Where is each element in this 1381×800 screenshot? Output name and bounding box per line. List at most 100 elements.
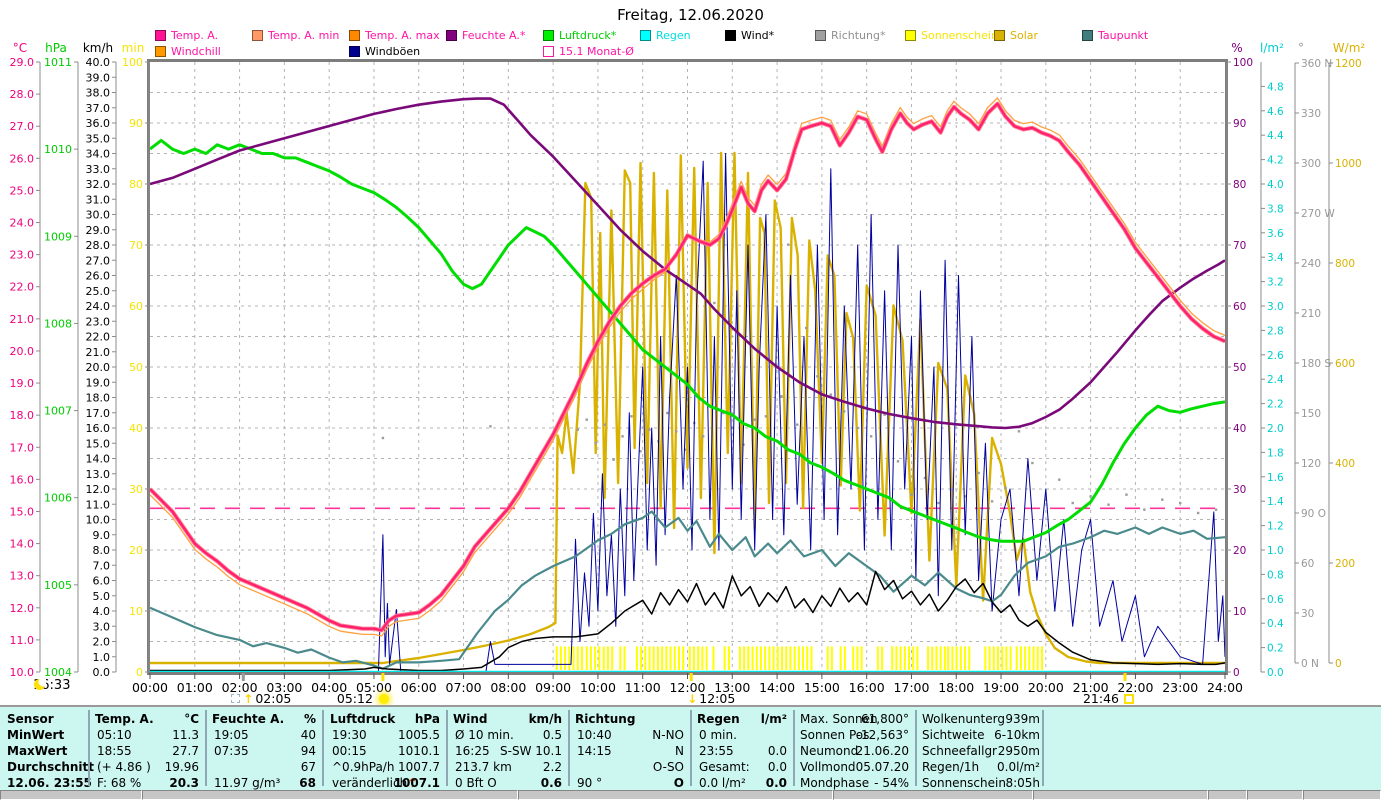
x-axis: 00:00 01:00 02:00 03:00 04:00 05:00 06:00 07:00… <box>132 673 1243 695</box>
axis-tick-label: 3.0 <box>1267 301 1284 313</box>
axis-tick-label: 12.0 <box>86 483 111 496</box>
stat-cell: 0.0 <box>765 776 787 790</box>
axis-tick-label: 0.0 <box>93 666 111 679</box>
axis-tick-label: 6.0 <box>93 575 111 588</box>
stat-cell: N-NO <box>652 728 684 742</box>
axis-tick-label: 0 N <box>1301 658 1319 670</box>
table-divider <box>690 710 692 786</box>
x-tick-label: 10:00 <box>580 680 616 695</box>
stat-cell: 213.7 km <box>455 760 512 774</box>
axis-tick-label: 19.0 <box>86 376 111 389</box>
axis-tick-label: 12.0 <box>10 602 35 615</box>
axis-tick-label: 2.4 <box>1267 374 1284 386</box>
axis-tick-label: 270 W <box>1301 208 1335 220</box>
series-solar <box>150 151 1225 665</box>
stat-cell: 1007.1 <box>393 776 440 790</box>
axis-tick-label: 18.0 <box>86 392 111 405</box>
legend-item-sonnenschein: Sonnenschein <box>905 29 998 42</box>
stat-col-unit: km/h <box>528 712 562 726</box>
stat-row-label: 12.06. 23:55 <box>7 776 92 790</box>
series-windchill <box>149 97 1226 637</box>
stat-cell: 6-10km <box>994 728 1040 742</box>
axis-tick-label: 25.0 <box>86 285 111 298</box>
x-tick-label: 24:00 <box>1207 680 1243 695</box>
stat-cell: 8:05h <box>1005 776 1040 790</box>
axis-tick-label: 22.0 <box>86 331 111 344</box>
stat-col-header: Wind <box>453 712 488 726</box>
axis-tick-label: 26.0 <box>86 270 111 283</box>
moon-icon <box>34 678 46 690</box>
stat-cell: 0 Bft O <box>455 776 497 790</box>
x-tick-label: 13:00 <box>714 680 750 695</box>
stat-cell: -12,563° <box>856 728 909 742</box>
axis-tick-label: 1006 <box>44 492 72 505</box>
axis-tick-label: 31.0 <box>86 193 111 206</box>
legend-item-regen: Regen <box>640 29 691 42</box>
stat-cell: 21.06.20 <box>855 744 909 758</box>
axis-tick-label: 23.0 <box>86 315 111 328</box>
axis-tick-label: 24.0 <box>86 300 111 313</box>
series-richtung <box>381 243 1218 515</box>
axis-tick-label: 34.0 <box>86 148 111 161</box>
legend-swatch-sonnenschein <box>905 30 916 41</box>
axis-tick-label: 1008 <box>44 317 72 330</box>
legend-swatch-temp-a-max <box>349 30 360 41</box>
stat-cell: 23:55 <box>699 744 734 758</box>
x-tick-label: 15:00 <box>804 680 840 695</box>
stat-cell: 90 ° <box>577 776 603 790</box>
legend-swatch-windchill <box>155 46 166 57</box>
axis-unit-label: l/m² <box>1260 41 1284 55</box>
axis-tick-label: 24.0 <box>10 217 35 230</box>
stat-cell: Gesamt: <box>699 760 750 774</box>
axis-tick-label: 7.0 <box>93 559 111 572</box>
legend-label: Windböen <box>365 45 421 58</box>
axis-tick-label: 2.8 <box>1267 325 1284 337</box>
axis-tick-label: 0.8 <box>1267 569 1284 581</box>
stat-cell: 2.2 <box>542 760 562 774</box>
legend-item-temp-a: Temp. A. <box>155 29 218 42</box>
axis-tick-label: 400 <box>1335 458 1355 470</box>
axis-hpa: hPa 1004 1005 1006 1007 1008 1009 1010 1011 <box>44 41 79 679</box>
legend-swatch-luftdruck <box>543 30 554 41</box>
axis-min: min 0 10 20 30 40 50 60 70 80 90 100 <box>122 41 150 679</box>
axis-tick-label: 90 <box>129 117 143 130</box>
legend-item-solar: Solar <box>994 29 1038 42</box>
up-arrow-icon: ↑ <box>243 691 254 706</box>
axis-tick-label: 27.0 <box>10 120 35 133</box>
sun-icon <box>378 693 389 704</box>
axis-tick-label: 4.2 <box>1267 155 1284 167</box>
x-tick-label: 07:00 <box>446 680 482 695</box>
stat-cell: Regen/1h <box>922 760 980 774</box>
axis-tick-label: 3.6 <box>1267 228 1284 240</box>
axis-unit-label: % <box>1231 41 1242 55</box>
axis-unit-label: km/h <box>83 41 113 55</box>
astro-time-label: 21:46 <box>1082 691 1119 706</box>
x-tick-label: 11:00 <box>625 680 661 695</box>
axis-tick-label: 5.0 <box>93 590 111 603</box>
legend-swatch-temp-a-min <box>252 30 263 41</box>
series-windboeen <box>150 153 1226 673</box>
moon-symbol-icon <box>231 694 241 703</box>
stats-panel: Sensor MinWert MaxWert Durchschnitt 12.06. 2… <box>0 705 1381 790</box>
stat-cell: Sonnen Pos <box>800 728 870 742</box>
axis-tick-label: 28.0 <box>86 239 111 252</box>
stat-cell: - 54% <box>874 776 909 790</box>
astro-marker-0512: 05:12 <box>337 691 389 706</box>
axis-tick-label: 70 <box>129 239 143 252</box>
axis-tick-label: 15.0 <box>86 437 111 450</box>
axis-tick-label: 9.0 <box>93 529 111 542</box>
x-tick-label: 08:00 <box>490 680 526 695</box>
down-arrow-icon: ↓ <box>687 691 698 706</box>
legend-swatch-15-1-monat <box>543 46 554 57</box>
stat-cell: O-SO <box>652 760 684 774</box>
moon-time-marker: 16:33 <box>33 678 70 693</box>
axis-km-h: km/h 0.0 1.0 2.0 3.0 4.0 5.0 6.0 7.0 8.0 9.0 10.0 11… <box>83 41 117 679</box>
stat-row-label: Durchschnitt <box>7 760 95 774</box>
status-bar-segment-2 <box>518 790 833 800</box>
stat-cell: 0.5 <box>542 728 562 742</box>
status-bar-segment-5 <box>1208 790 1247 800</box>
axis-tick-label: 360 N <box>1301 58 1332 70</box>
table-divider <box>322 710 324 786</box>
axis-tick-label: 1011 <box>44 56 72 69</box>
x-tick-label: 18:00 <box>938 680 974 695</box>
